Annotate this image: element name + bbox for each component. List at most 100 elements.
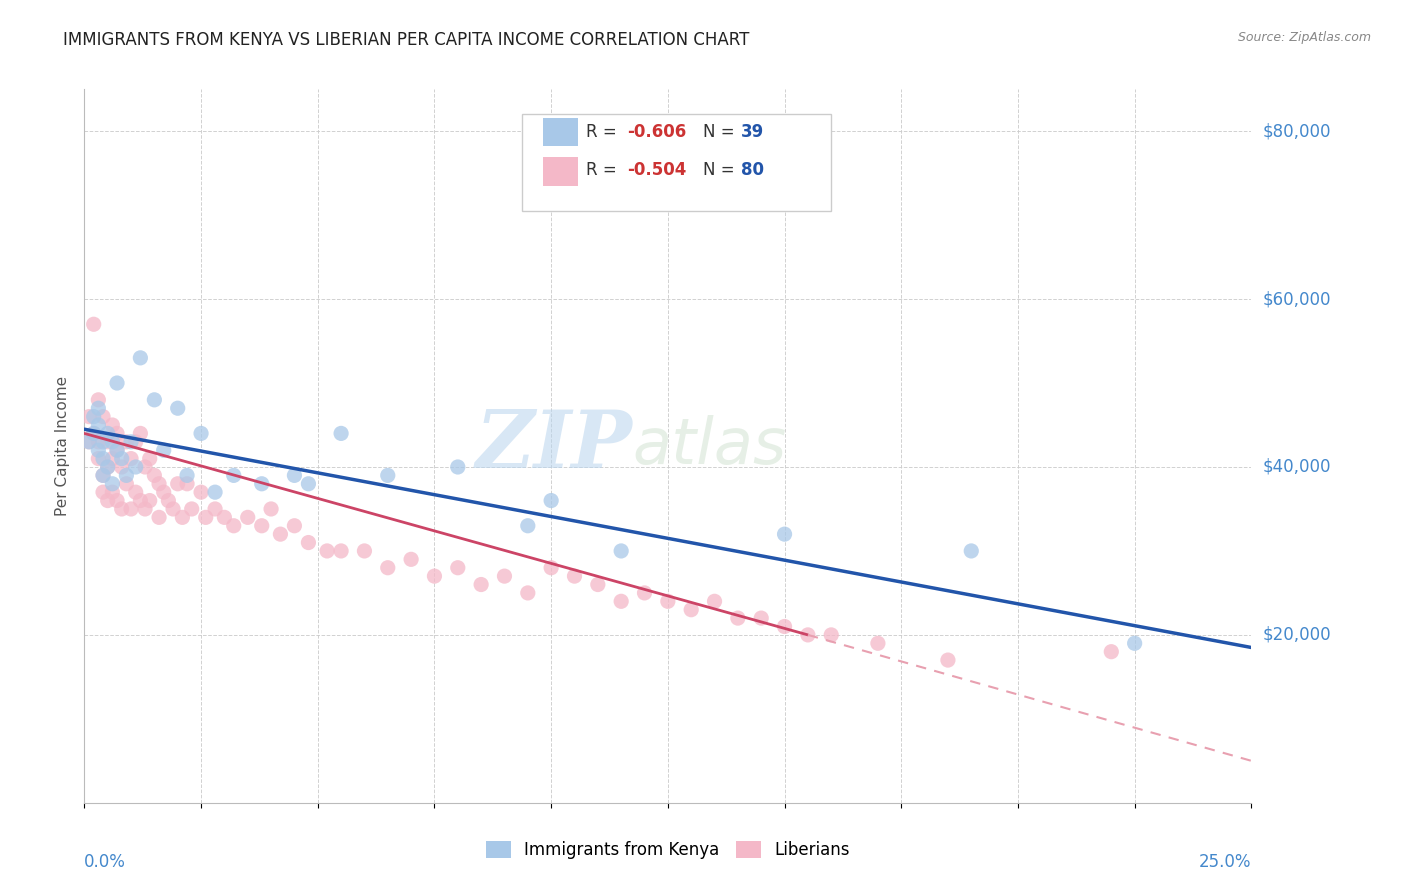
Point (91, 409, 114, 424)
Point (820, 628, 842, 642)
Point (703, 594, 725, 608)
Point (447, 460, 470, 475)
Point (101, 451, 124, 466)
Point (87, 417, 110, 432)
Point (138, 451, 160, 466)
Text: N =: N = (703, 123, 740, 141)
FancyBboxPatch shape (543, 118, 578, 146)
Point (101, 417, 124, 432)
Point (773, 527, 796, 541)
Point (125, 485, 148, 500)
Text: -0.606: -0.606 (627, 123, 686, 141)
Point (586, 577, 609, 591)
Point (115, 468, 138, 483)
Point (120, 502, 142, 516)
Point (269, 527, 291, 541)
Point (204, 502, 226, 516)
Point (316, 544, 339, 558)
Point (105, 493, 128, 508)
Point (180, 502, 202, 516)
Point (727, 611, 749, 625)
Point (194, 510, 217, 524)
Point (260, 502, 283, 516)
Point (423, 569, 446, 583)
Point (97, 460, 120, 475)
Point (111, 502, 134, 516)
Point (120, 434, 142, 449)
Point (936, 653, 959, 667)
Point (148, 510, 170, 524)
Point (250, 476, 273, 491)
Point (91, 451, 114, 466)
Text: ZIP: ZIP (477, 408, 633, 484)
Legend: Immigrants from Kenya, Liberians: Immigrants from Kenya, Liberians (479, 834, 856, 866)
Point (97, 460, 120, 475)
Point (157, 493, 180, 508)
Point (83, 409, 105, 424)
Point (610, 544, 633, 558)
Point (134, 460, 156, 475)
Point (152, 485, 174, 500)
Point (516, 586, 538, 600)
Point (540, 493, 562, 508)
Point (111, 451, 134, 466)
Point (83, 426, 105, 441)
Point (125, 460, 148, 475)
Point (330, 426, 353, 441)
Point (87, 392, 110, 407)
Point (866, 636, 889, 650)
Point (138, 493, 160, 508)
Point (105, 376, 128, 390)
Point (166, 401, 188, 416)
Point (143, 392, 166, 407)
Point (222, 518, 245, 533)
Point (681, 603, 703, 617)
Point (297, 535, 319, 549)
Point (172, 510, 194, 524)
Text: $60,000: $60,000 (1263, 290, 1331, 308)
Point (540, 560, 562, 574)
Point (77, 434, 100, 449)
Point (120, 451, 142, 466)
Text: N =: N = (703, 161, 740, 178)
Point (87, 443, 110, 458)
Point (143, 468, 166, 483)
Point (101, 485, 124, 500)
Point (176, 476, 198, 491)
Point (330, 544, 353, 558)
Point (111, 460, 134, 475)
Point (134, 502, 156, 516)
Text: $40,000: $40,000 (1263, 458, 1331, 476)
Point (87, 434, 110, 449)
Point (214, 510, 236, 524)
Text: -0.504: -0.504 (627, 161, 686, 178)
Point (749, 611, 772, 625)
Point (377, 560, 399, 574)
Point (115, 476, 138, 491)
Text: $20,000: $20,000 (1263, 626, 1331, 644)
Point (129, 493, 152, 508)
Point (516, 518, 538, 533)
Text: atlas: atlas (633, 415, 787, 477)
Point (283, 518, 305, 533)
Point (960, 544, 983, 558)
Point (447, 560, 470, 574)
Text: Source: ZipAtlas.com: Source: ZipAtlas.com (1237, 31, 1371, 45)
Point (152, 443, 174, 458)
Text: R =: R = (586, 123, 623, 141)
Point (773, 619, 796, 633)
Point (83, 426, 105, 441)
Point (564, 569, 586, 583)
Point (353, 544, 375, 558)
Point (399, 552, 422, 566)
Point (797, 628, 820, 642)
Point (91, 468, 114, 483)
Point (115, 434, 138, 449)
Point (657, 594, 679, 608)
FancyBboxPatch shape (522, 114, 831, 211)
Point (129, 351, 152, 365)
Point (77, 409, 100, 424)
Y-axis label: Per Capita Income: Per Capita Income (55, 376, 70, 516)
Point (166, 476, 188, 491)
Point (77, 434, 100, 449)
